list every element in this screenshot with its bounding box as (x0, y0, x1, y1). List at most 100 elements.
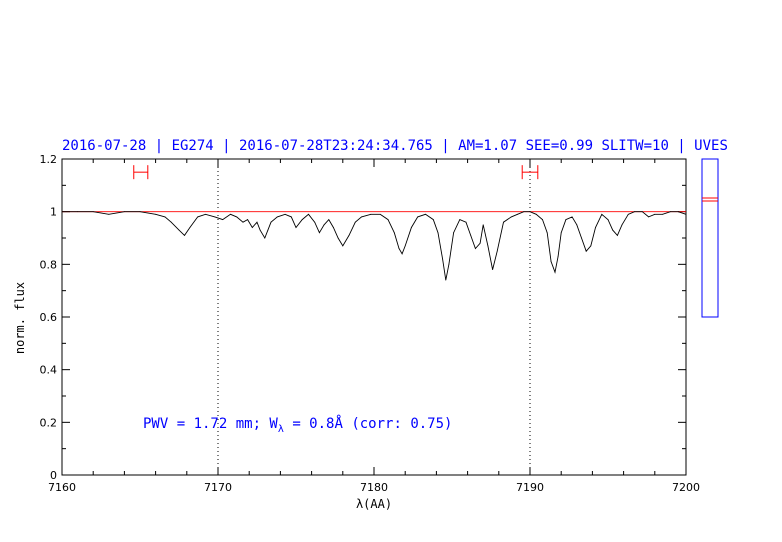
axis-ticks: 7160 7170 7180 7190 7200 0 0.2 0.4 0.6 0.8 1 1.2 (40, 153, 701, 494)
spectrum-point (164, 216, 166, 218)
spectrum-point (401, 253, 403, 255)
x-tick-label: 7200 (672, 481, 700, 494)
spectrum-point (425, 213, 426, 215)
spectrum-point (308, 213, 309, 215)
side-panel-box (701, 158, 719, 318)
spectrum-point (222, 219, 224, 220)
spectrum-point (503, 221, 504, 223)
spectrum-point (348, 234, 350, 236)
y-tick-label: 0.8 (40, 258, 58, 271)
x-tick-label: 7180 (360, 481, 388, 494)
spectrum-point (576, 224, 578, 226)
spectrum-point (328, 219, 330, 220)
spectrum-point (448, 263, 450, 265)
spectrum-point (595, 227, 596, 228)
spectrum-point (139, 211, 141, 213)
spectrum-line (62, 211, 687, 281)
spectrum-point (259, 229, 261, 231)
y-tick-label: 0 (50, 469, 57, 482)
spectrum-point (601, 213, 603, 215)
spectrum-point (560, 232, 562, 234)
spectrum-point (398, 248, 400, 249)
spectrum-point (170, 221, 172, 223)
spectrum-point (387, 219, 389, 220)
spectrum-point (214, 216, 216, 218)
spectrum-point (247, 219, 249, 220)
spectrum-point (565, 219, 567, 220)
spectrum-point (529, 211, 531, 213)
spectrum-point (108, 213, 110, 215)
continuum-window-marker (133, 165, 149, 180)
spectrum-point (267, 229, 269, 231)
spectrum-point (404, 245, 406, 247)
x-tick-label: 7190 (516, 481, 544, 494)
spectrum-point (155, 213, 157, 215)
spectrum-point (550, 261, 552, 263)
continuum-windows (133, 165, 539, 180)
spectrum-point (236, 216, 238, 218)
spectrum-point (92, 211, 94, 213)
spectrum-point (370, 213, 372, 215)
spectrum-point (571, 216, 573, 218)
spectrum-point (607, 219, 609, 220)
spectrum-point (284, 213, 286, 215)
spectrum-point (445, 279, 447, 281)
spectrum-point (379, 213, 381, 215)
y-tick-label: 0.2 (40, 416, 58, 429)
spectrum-point (77, 211, 78, 213)
spectrum-point (270, 221, 272, 223)
spectrum-point (290, 216, 292, 218)
spectrum-point (411, 227, 412, 228)
spectrum-point (276, 216, 278, 218)
spectrum-point (634, 211, 635, 213)
spectrum-point (487, 245, 489, 247)
y-tick-label: 0.4 (40, 364, 58, 377)
spectrum-point (319, 232, 320, 234)
spectrum-point (542, 219, 543, 220)
pwv-annotation: PWV = 1.72 mm; Wλ = 0.8Å (corr: 0.75) (143, 415, 452, 435)
spectrum-point (189, 227, 191, 228)
spectrum-point (670, 211, 671, 213)
spectrum-point (510, 216, 512, 218)
y-tick-label: 1.2 (40, 153, 58, 166)
spectrum-point (256, 221, 258, 223)
spectrum-point (470, 234, 472, 236)
y-tick-label: 0.6 (40, 311, 58, 324)
spectrum-point (475, 248, 476, 249)
spectrum-point (453, 232, 454, 234)
spectrum-point (337, 237, 339, 239)
spectrum-point (417, 216, 419, 218)
spectrum-point (535, 213, 537, 215)
spectrum-point (612, 229, 614, 231)
spectrum-point (465, 221, 467, 223)
spectrum-point (61, 211, 63, 213)
spectrum-point (641, 211, 643, 213)
spectrum-point (654, 213, 656, 215)
x-tick-label: 7170 (204, 481, 232, 494)
spectrum-point (178, 229, 180, 231)
spectrum-point (333, 227, 334, 228)
spectrum-point (627, 213, 629, 215)
spectrum-point (197, 216, 199, 218)
spectrum-point (301, 219, 303, 220)
spectrum-point (662, 213, 663, 215)
spectrum-point (585, 250, 587, 252)
spectrum-point (184, 234, 185, 236)
spectrum-point (242, 221, 244, 223)
spectrum-point (517, 213, 518, 215)
series-group (61, 211, 687, 281)
y-tick-label: 1 (50, 206, 57, 219)
spectrum-point (590, 245, 592, 247)
spectrum-point (496, 250, 498, 252)
spectrum-point (124, 211, 125, 213)
side-panel (701, 158, 719, 318)
continuum-window-marker (521, 165, 539, 180)
spectrum-point (230, 213, 231, 215)
spectrum-point (323, 224, 325, 226)
spectrum-point (314, 221, 316, 223)
spectrum-point (554, 271, 556, 273)
spectrum-point (437, 232, 439, 234)
spectrum-point (523, 211, 525, 213)
x-axis-label: λ(AA) (356, 497, 392, 511)
